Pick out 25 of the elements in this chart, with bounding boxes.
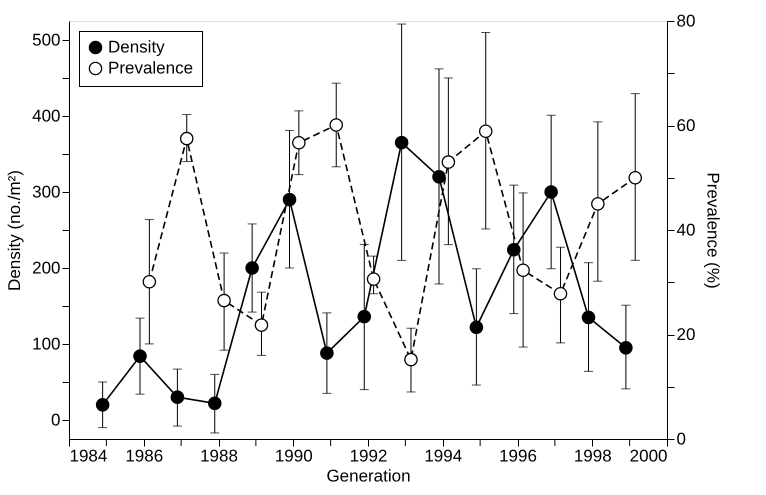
y-axis-title: Density (no./m²)	[5, 170, 24, 291]
y2-tick-label: 20	[676, 325, 696, 344]
x-tick-label: 1996	[499, 446, 537, 466]
y2-tick-label: 40	[676, 220, 696, 240]
y2-tick-label: 60	[676, 116, 696, 135]
y2-tick-label: 0	[676, 430, 686, 448]
y2-tick-label: 80	[676, 12, 696, 30]
y-tick-label: 0	[51, 410, 60, 430]
legend-label: Prevalence	[108, 58, 194, 78]
x-tick-label: 1998	[574, 446, 612, 466]
y-tick-label: 300	[32, 182, 60, 202]
x-tick-label: 1992	[350, 446, 388, 466]
y-tick-label: 400	[32, 106, 60, 126]
x-tick-label: 1994	[424, 446, 462, 466]
y-tick-label: 100	[32, 334, 60, 354]
legend-label: Density	[108, 38, 166, 56]
y-tick-label: 200	[32, 258, 60, 278]
x-tick-label: 2000	[630, 446, 668, 466]
x-tick-label: 1984	[70, 446, 108, 466]
y-tick-label: 500	[32, 30, 60, 50]
x-axis-title: Generation	[326, 466, 411, 486]
x-tick-label: 1988	[200, 446, 238, 466]
y2-axis-title: Prevalence (%)	[703, 172, 722, 289]
x-tick-label: 1990	[274, 446, 313, 466]
x-tick-label: 1986	[125, 446, 164, 466]
